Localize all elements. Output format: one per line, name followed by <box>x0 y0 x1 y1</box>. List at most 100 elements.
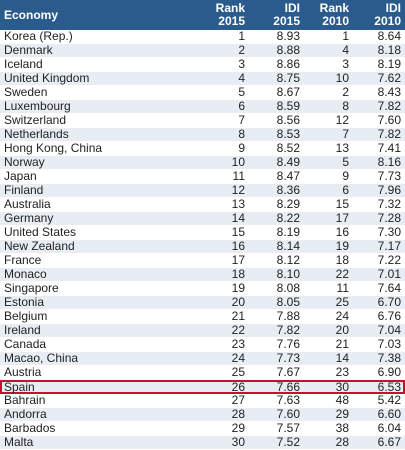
table-row: Iceland 3 8.86 3 8.19 <box>0 58 405 72</box>
number-cell: 9 <box>238 141 245 155</box>
number-cell: 48 <box>335 393 349 407</box>
header-text: 2015 <box>218 14 245 28</box>
table-row: France 17 8.12 18 7.22 <box>0 254 405 268</box>
number-cell: 7.03 <box>377 337 401 351</box>
number-cell: 8.59 <box>276 99 300 113</box>
economy-cell: Monaco <box>4 267 47 281</box>
number-cell: 2 <box>342 85 349 99</box>
table-row: Singapore 19 8.08 11 7.64 <box>0 282 405 296</box>
header-cell: IDI 2010 <box>374 2 401 28</box>
number-cell: 7.57 <box>276 421 300 435</box>
number-cell: 21 <box>231 309 245 323</box>
number-cell: 24 <box>335 309 349 323</box>
number-cell: 1 <box>238 29 245 43</box>
number-cell: 7.66 <box>276 380 300 394</box>
number-cell: 29 <box>231 421 245 435</box>
number-cell: 16 <box>335 225 349 239</box>
number-cell: 6.60 <box>377 407 401 421</box>
number-cell: 15 <box>231 225 245 239</box>
number-cell: 13 <box>335 141 349 155</box>
number-cell: 8.43 <box>377 85 401 99</box>
number-cell: 8.22 <box>276 211 300 225</box>
number-cell: 6 <box>342 183 349 197</box>
number-cell: 7.01 <box>377 267 401 281</box>
header-text: Economy <box>4 8 59 22</box>
number-cell: 7.52 <box>276 435 300 449</box>
number-cell: 3 <box>342 57 349 71</box>
economy-cell: Barbados <box>4 421 56 435</box>
economy-cell: Iceland <box>4 57 43 71</box>
number-cell: 11 <box>232 169 245 183</box>
table-row: Switzerland 7 8.56 12 7.60 <box>0 114 405 128</box>
number-cell: 8.75 <box>276 71 300 85</box>
economy-cell: Canada <box>4 337 47 351</box>
number-cell: 28 <box>231 407 245 421</box>
economy-cell: Finland <box>4 183 44 197</box>
number-cell: 8.53 <box>276 127 300 141</box>
number-cell: 8.47 <box>276 169 300 183</box>
number-cell: 8.49 <box>276 155 300 169</box>
economy-cell: Macao, China <box>4 351 79 365</box>
number-cell: 7.64 <box>377 281 401 295</box>
number-cell: 22 <box>335 267 349 281</box>
number-cell: 3 <box>238 57 245 71</box>
number-cell: 6.04 <box>377 421 401 435</box>
number-cell: 7 <box>342 127 349 141</box>
number-cell: 5 <box>342 155 349 169</box>
number-cell: 23 <box>231 337 245 351</box>
number-cell: 18 <box>231 267 245 281</box>
table-row: Canada 23 7.76 21 7.03 <box>0 338 405 352</box>
number-cell: 8.16 <box>377 155 401 169</box>
header-text: IDI <box>284 1 300 15</box>
number-cell: 26 <box>231 380 245 394</box>
table-row: Spain 26 7.66 30 6.53 <box>0 380 405 394</box>
number-cell: 7.88 <box>276 309 300 323</box>
number-cell: 30 <box>335 380 349 394</box>
number-cell: 6.76 <box>377 309 401 323</box>
number-cell: 17 <box>231 253 245 267</box>
number-cell: 4 <box>342 43 349 57</box>
header-cell: IDI 2015 <box>273 2 300 28</box>
table-row: Ireland 22 7.82 20 7.04 <box>0 324 405 338</box>
number-cell: 7.96 <box>377 183 401 197</box>
table-row: Korea (Rep.) 1 8.93 1 8.64 <box>0 30 405 44</box>
economy-cell: Korea (Rep.) <box>4 29 73 43</box>
number-cell: 8.67 <box>276 85 300 99</box>
economy-cell: Japan <box>4 169 37 183</box>
header-text: 2010 <box>322 14 349 28</box>
number-cell: 8.19 <box>276 225 300 239</box>
number-cell: 21 <box>335 337 349 351</box>
number-cell: 16 <box>231 239 245 253</box>
number-cell: 7.67 <box>276 365 300 379</box>
number-cell: 9 <box>342 169 349 183</box>
number-cell: 7.60 <box>276 407 300 421</box>
number-cell: 8.88 <box>276 43 300 57</box>
table-row: Andorra 28 7.60 29 6.60 <box>0 408 405 422</box>
number-cell: 6 <box>238 99 245 113</box>
number-cell: 11 <box>336 281 349 295</box>
table-row: United Kingdom 4 8.75 10 7.62 <box>0 72 405 86</box>
economy-cell: Andorra <box>4 407 47 421</box>
economy-cell: Austria <box>4 365 42 379</box>
header-text: IDI <box>385 1 401 15</box>
number-cell: 8 <box>342 99 349 113</box>
number-cell: 7.41 <box>377 141 401 155</box>
number-cell: 22 <box>231 323 245 337</box>
number-cell: 7.76 <box>276 337 300 351</box>
number-cell: 7.38 <box>377 351 401 365</box>
economy-cell: Malta <box>4 435 34 449</box>
number-cell: 29 <box>335 407 349 421</box>
economy-cell: Belgium <box>4 309 48 323</box>
number-cell: 7.28 <box>377 211 401 225</box>
number-cell: 25 <box>335 295 349 309</box>
economy-cell: Norway <box>4 155 45 169</box>
economy-cell: Luxembourg <box>4 99 71 113</box>
table-row: Norway 10 8.49 5 8.16 <box>0 156 405 170</box>
economy-cell: Spain <box>4 380 35 394</box>
header-text: 2015 <box>273 14 300 28</box>
number-cell: 20 <box>335 323 349 337</box>
economy-cell: Estonia <box>4 295 45 309</box>
number-cell: 38 <box>335 421 349 435</box>
economy-cell: Netherlands <box>4 127 69 141</box>
